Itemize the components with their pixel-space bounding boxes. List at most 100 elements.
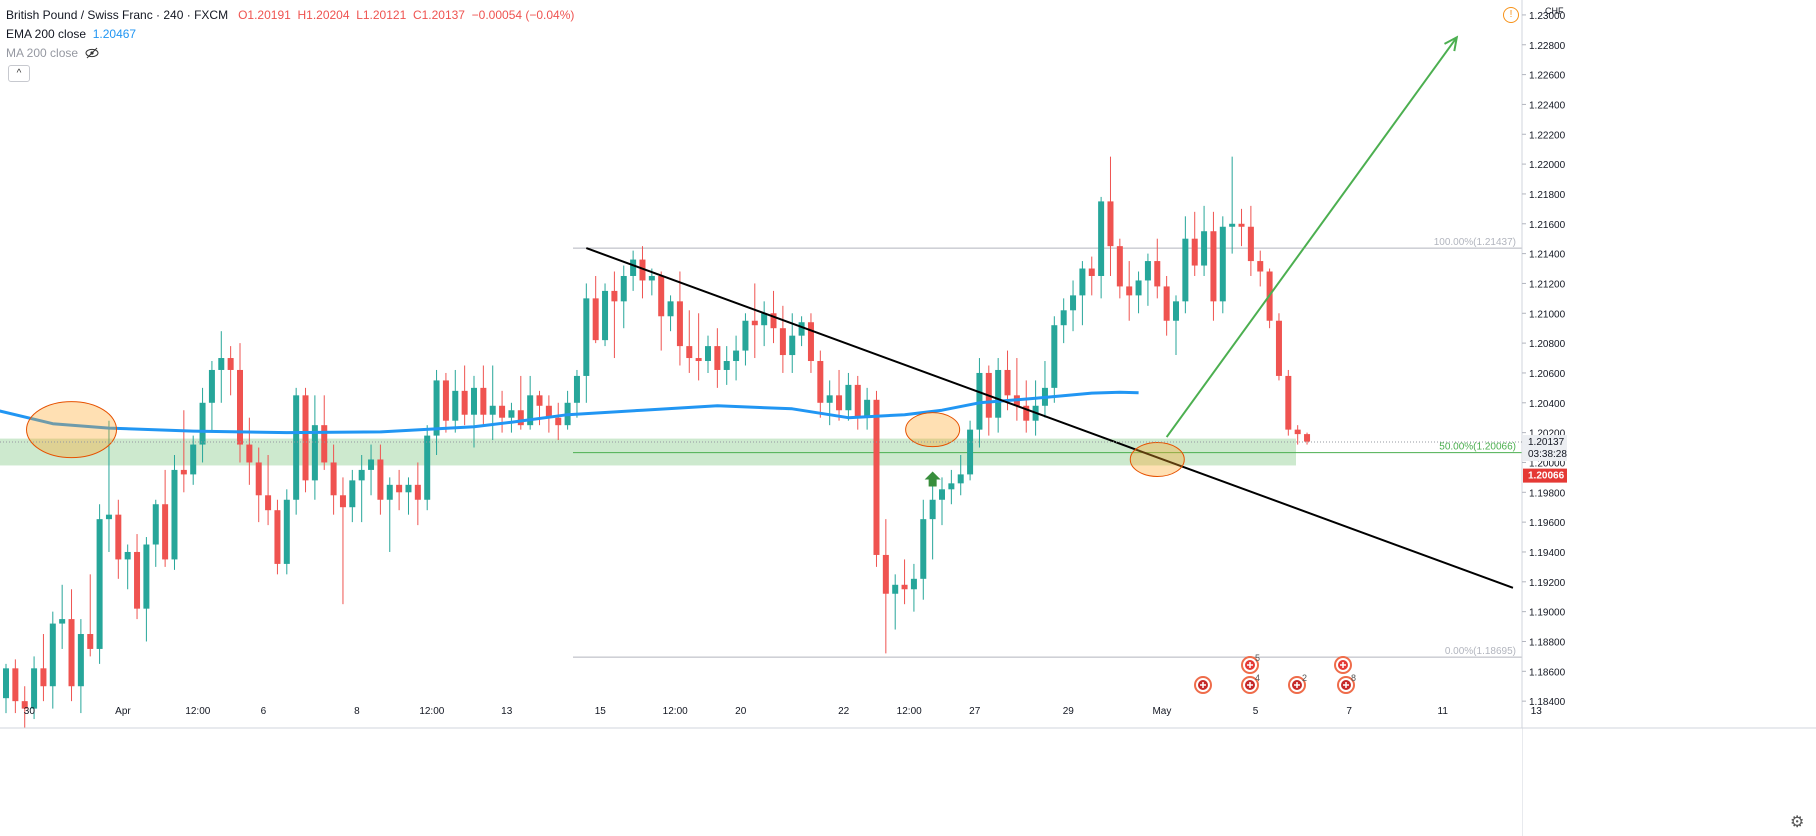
candle-body	[12, 668, 19, 702]
candle-body	[602, 290, 609, 341]
last-price-value: 1.20137	[1528, 437, 1565, 448]
collapse-legend-button[interactable]: ^	[8, 65, 30, 82]
price-axis-bg	[1522, 0, 1816, 836]
candle-body	[480, 387, 487, 415]
candle-body	[442, 380, 449, 421]
candle-body	[349, 480, 356, 508]
circled-touch-point	[905, 412, 961, 448]
time-tick-label: 12:00	[897, 706, 922, 717]
candle-body	[630, 259, 637, 276]
candle-body	[948, 483, 955, 490]
candle-body	[1229, 223, 1236, 227]
candle-body	[3, 668, 9, 699]
candle-body	[873, 399, 880, 555]
time-tick-label: 15	[595, 706, 607, 717]
candle-body	[424, 435, 431, 500]
candle-body	[1098, 201, 1105, 276]
candle-body	[414, 484, 421, 500]
candle-body	[21, 701, 28, 709]
price-tick-label: 1.18400	[1529, 697, 1566, 708]
candle-body	[826, 395, 833, 403]
candle-body	[1116, 246, 1123, 287]
candle-body	[882, 554, 889, 594]
candle-body	[96, 519, 103, 649]
candle-body	[218, 358, 225, 370]
ema-indicator-row[interactable]: EMA 200 close 1.20467	[6, 25, 574, 44]
candle-body	[967, 429, 974, 475]
candle-body	[929, 499, 936, 520]
ema-label[interactable]: EMA 200 close	[6, 27, 87, 41]
event-count: 5	[1255, 653, 1260, 663]
fib50-price-tag	[1523, 468, 1567, 483]
support-zone-layer	[0, 438, 1296, 466]
price-tick-label: 1.21200	[1529, 279, 1566, 290]
price-tick-label: 1.22000	[1529, 160, 1566, 171]
events-layer[interactable]: 5 4 2 8	[1194, 653, 1356, 694]
candle-body	[143, 544, 150, 609]
ema-value: 1.20467	[92, 27, 137, 41]
candle-body	[508, 410, 515, 418]
candle-body	[939, 489, 945, 500]
time-axis[interactable]: 30 Apr 12:00 6 8 12:00 13 15 12:00 20 22 12:00 27 29 M…	[0, 706, 1816, 836]
candle-body	[957, 474, 964, 484]
price-tick-label: 1.18800	[1529, 637, 1566, 648]
candle-body	[583, 298, 590, 376]
price-tick-label: 1.21000	[1529, 309, 1566, 320]
event-flag-gb-icon[interactable]	[1194, 676, 1212, 694]
candle-body	[639, 259, 646, 281]
event-flag-gb-icon[interactable]: 4	[1241, 673, 1260, 694]
candle-body	[845, 384, 852, 411]
candle-body	[330, 462, 337, 496]
candle-body	[68, 619, 75, 687]
candle-body	[695, 358, 702, 362]
price-tick-label: 1.20600	[1529, 369, 1566, 380]
candle-body	[1051, 325, 1058, 388]
candle-body	[134, 551, 141, 609]
candle-body	[1135, 280, 1142, 296]
price-tick-label: 1.22400	[1529, 100, 1566, 111]
fib-level-label: 100.00%(1.21437)	[1434, 237, 1516, 248]
candle-body	[237, 369, 243, 445]
gear-icon[interactable]: ⚙	[1790, 814, 1805, 831]
candle-body	[199, 402, 206, 445]
price-tick-label: 1.20200	[1529, 429, 1566, 440]
symbol-name[interactable]: British Pound / Swiss Franc · 240 · FXCM	[6, 8, 229, 22]
candle-body	[648, 275, 655, 281]
candle-body	[31, 668, 38, 709]
candle-body	[49, 623, 56, 687]
eye-off-icon[interactable]	[85, 47, 99, 59]
time-tick-label: 22	[838, 706, 850, 717]
candle-body	[386, 484, 393, 500]
candle-body	[517, 410, 524, 426]
price-tick-label: 1.19000	[1529, 608, 1566, 619]
time-tick-label: 7	[1346, 706, 1352, 717]
time-tick-label: 13	[1531, 706, 1543, 717]
candle-body	[1079, 268, 1086, 296]
candle-body	[733, 350, 740, 362]
candle-body	[124, 551, 131, 560]
price-tick-label: 1.20000	[1529, 458, 1566, 469]
candle-body	[499, 405, 506, 418]
circled-touch-point	[26, 401, 118, 459]
event-count: 8	[1351, 673, 1356, 683]
price-tick-label: 1.22200	[1529, 130, 1566, 141]
event-flag-gb-icon[interactable]: 8	[1337, 673, 1356, 694]
event-flag-gb-icon[interactable]: 2	[1288, 673, 1307, 694]
symbol-row[interactable]: British Pound / Swiss Franc · 240 · FXCM…	[6, 6, 574, 25]
event-flag-ch-icon[interactable]	[1334, 656, 1352, 674]
event-flag-ch-icon[interactable]: 5	[1241, 653, 1260, 674]
candle-body	[536, 395, 543, 406]
candle-body	[1088, 268, 1095, 276]
candle-body	[779, 328, 786, 356]
candle-body	[901, 584, 908, 590]
ma-label[interactable]: MA 200 close	[6, 46, 79, 60]
info-icon[interactable]: !	[1503, 7, 1519, 23]
fibonacci-layer: 100.00%(1.21437) 50.00%(1.20066) 0.00%(1.1…	[573, 237, 1522, 658]
candle-body	[1219, 226, 1226, 302]
candle-body	[358, 469, 365, 481]
time-tick-label: 8	[354, 706, 360, 717]
candle-body	[208, 369, 215, 403]
ma-indicator-row[interactable]: MA 200 close	[6, 44, 574, 63]
